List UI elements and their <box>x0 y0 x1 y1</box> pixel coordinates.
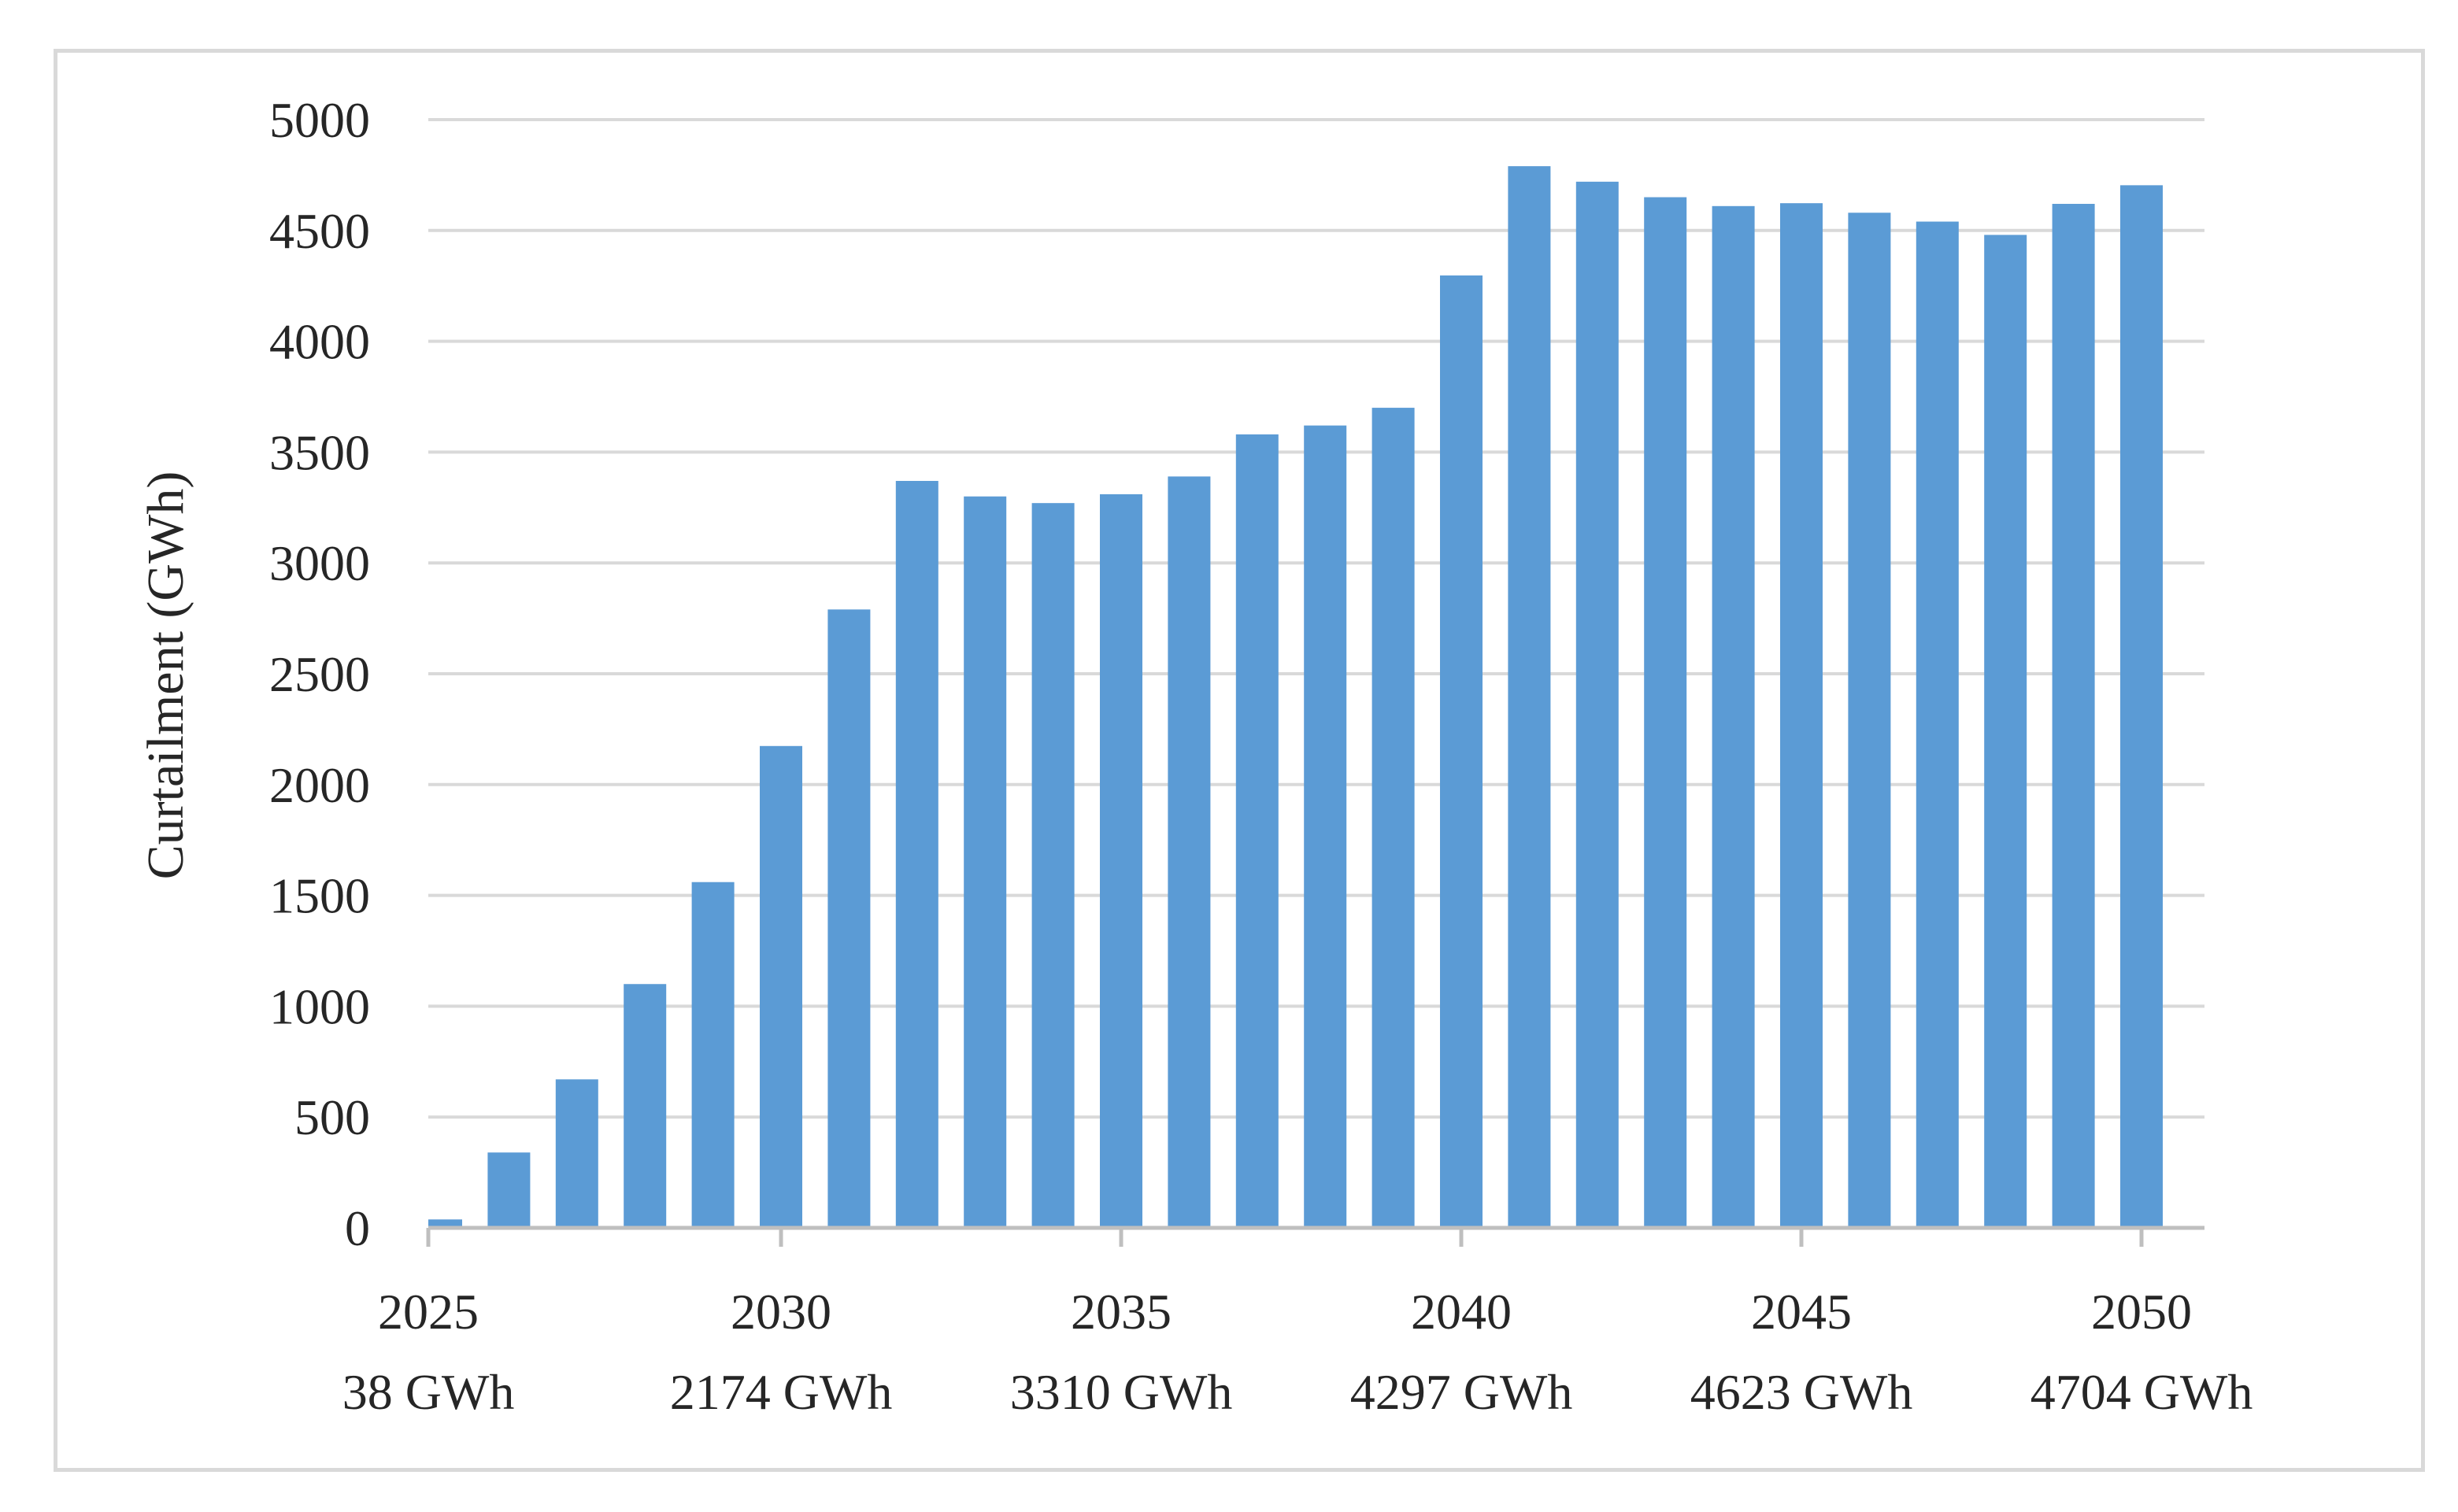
x-tick-value: 4704 GWh <box>2030 1364 2253 1420</box>
y-tick-label: 2000 <box>269 757 370 813</box>
y-tick-label: 5000 <box>269 92 370 148</box>
bar-2031 <box>827 609 871 1228</box>
x-tick-value: 2174 GWh <box>670 1364 893 1420</box>
bar-2040 <box>1440 275 1483 1228</box>
bar-2050 <box>2120 185 2163 1228</box>
x-tick-value: 4297 GWh <box>1350 1364 1573 1420</box>
bars <box>428 166 2163 1229</box>
y-tick-labels: 0 500 1000 1500 2000 2500 3000 3500 4000 4500 5000 <box>269 92 370 1256</box>
bar-2045 <box>1780 203 1823 1228</box>
x-tick-year: 2040 <box>1411 1284 1512 1340</box>
bar-2036 <box>1168 476 1211 1228</box>
bar-2034 <box>1031 503 1075 1228</box>
bar-2041 <box>1508 166 1551 1229</box>
bar-2029 <box>691 882 735 1228</box>
bar-2026 <box>487 1152 531 1228</box>
y-tick-label: 3500 <box>269 424 370 480</box>
y-tick-label: 0 <box>345 1200 370 1256</box>
bar-2046 <box>1848 213 1891 1229</box>
bar-2039 <box>1372 408 1415 1228</box>
x-tick-year: 2035 <box>1071 1284 1172 1340</box>
bar-2047 <box>1916 221 1959 1228</box>
y-tick-label: 2500 <box>269 646 370 702</box>
bar-2049 <box>2052 204 2095 1228</box>
x-tick-labels: 2025 38 GWh 2030 2174 GWh 2035 3310 GWh 2040 42… <box>342 1284 2253 1420</box>
x-tick-year: 2050 <box>2091 1284 2192 1340</box>
x-tick-year: 2030 <box>731 1284 831 1340</box>
x-tick-year: 2045 <box>1751 1284 1852 1340</box>
bar-2038 <box>1304 425 1347 1228</box>
bar-2043 <box>1644 197 1687 1228</box>
bar-2035 <box>1100 494 1142 1228</box>
y-tick-label: 3000 <box>269 535 370 591</box>
bar-2048 <box>1984 235 2027 1228</box>
bar-2032 <box>895 481 938 1228</box>
y-tick-label: 500 <box>294 1089 370 1145</box>
bar-2044 <box>1712 205 1755 1229</box>
bar-2030 <box>760 745 802 1228</box>
y-tick-label: 1500 <box>269 868 370 924</box>
x-tick-value: 4623 GWh <box>1690 1364 1913 1420</box>
bar-2042 <box>1575 181 1619 1228</box>
x-tick-year: 2025 <box>378 1284 479 1340</box>
bar-2025 <box>428 1219 462 1228</box>
y-tick-label: 1000 <box>269 978 370 1034</box>
y-tick-label: 4500 <box>269 203 370 259</box>
bar-2028 <box>624 984 667 1228</box>
bar-2037 <box>1235 434 1279 1228</box>
x-tick-value: 3310 GWh <box>1010 1364 1233 1420</box>
x-tick-value: 38 GWh <box>342 1364 515 1420</box>
axes <box>426 1225 2204 1247</box>
bar-2027 <box>555 1079 598 1228</box>
y-tick-label: 4000 <box>269 314 370 370</box>
y-axis-title: Curtailment (GWh) <box>137 471 194 880</box>
bar-2033 <box>964 496 1007 1228</box>
